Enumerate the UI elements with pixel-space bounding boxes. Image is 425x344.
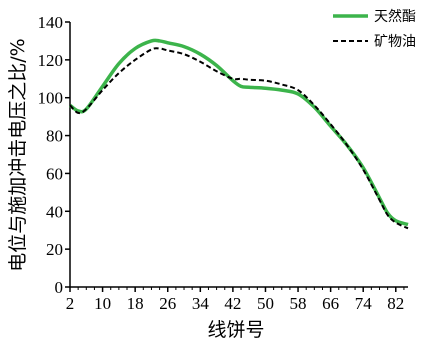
x-tick-label: 10 bbox=[94, 294, 111, 313]
y-tick-label: 0 bbox=[55, 278, 64, 297]
y-tick-label: 20 bbox=[46, 240, 63, 259]
x-tick-label: 2 bbox=[66, 294, 75, 313]
y-tick-label: 100 bbox=[38, 89, 64, 108]
x-tick-label: 34 bbox=[192, 294, 210, 313]
x-tick-label: 58 bbox=[290, 294, 307, 313]
x-tick-label: 74 bbox=[355, 294, 373, 313]
series-line-mineral-oil bbox=[69, 47, 409, 230]
series-lines bbox=[68, 38, 409, 230]
legend-label: 天然酯 bbox=[374, 8, 416, 25]
y-axis-title: 电位与施加冲击电压之比/% bbox=[7, 38, 29, 271]
y-tick-label: 140 bbox=[38, 13, 64, 32]
x-tick-label: 26 bbox=[159, 294, 176, 313]
x-tick-label: 42 bbox=[224, 294, 241, 313]
y-tick-label: 80 bbox=[46, 127, 63, 146]
y-tick-label: 40 bbox=[46, 202, 63, 221]
x-tick-label: 18 bbox=[127, 294, 144, 313]
x-axis-title: 线饼号 bbox=[207, 319, 264, 341]
y-tick-label: 120 bbox=[38, 51, 64, 70]
x-tick-label: 82 bbox=[387, 294, 404, 313]
legend-label: 矿物油 bbox=[374, 34, 416, 50]
y-tick-label: 60 bbox=[46, 164, 63, 183]
x-tick-label: 50 bbox=[257, 294, 274, 313]
series-line-natural-ester bbox=[68, 38, 409, 227]
axes: 0 20 40 60 80 100 120 140 2 10 18 26 34 42 50 58 66 74 82 bbox=[38, 13, 408, 313]
x-tick-label: 66 bbox=[322, 294, 339, 313]
